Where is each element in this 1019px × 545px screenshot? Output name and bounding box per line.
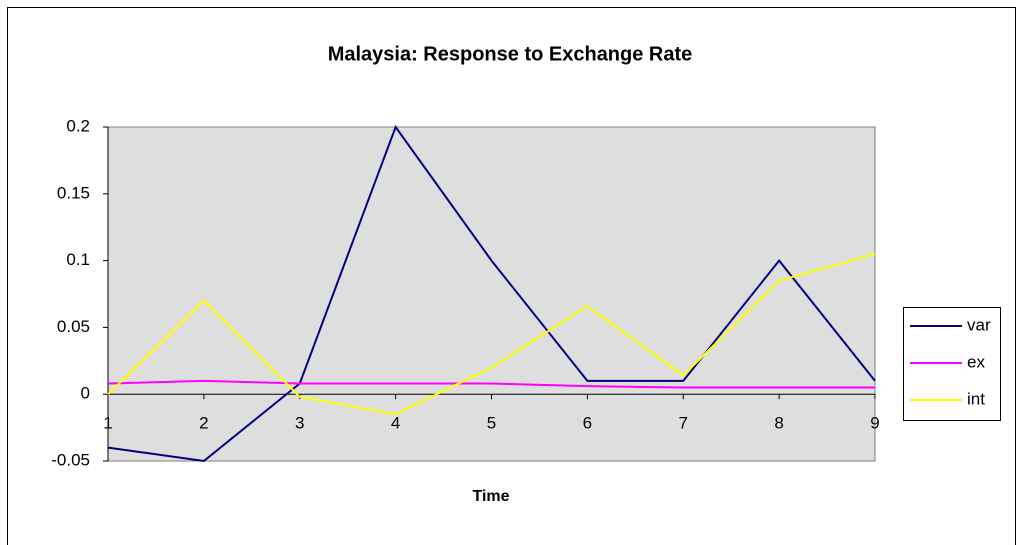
plot-area: [107, 126, 876, 462]
series-line: [107, 379, 875, 389]
legend-label: var: [967, 315, 991, 334]
y-tick-label: 0.05: [57, 317, 90, 336]
y-tick-label: 0.15: [57, 183, 90, 202]
series-line: [107, 252, 876, 416]
chart-title: Malaysia: Response to Exchange Rate: [328, 43, 693, 65]
y-tick-label: 0: [81, 384, 90, 403]
x-tick-label: 2: [199, 414, 208, 433]
x-axis-title: Time: [472, 488, 509, 505]
series-line: [107, 124, 876, 463]
legend-label: int: [967, 389, 985, 408]
y-tick-label: -0.05: [51, 450, 90, 469]
y-tick-label: 0.1: [66, 250, 90, 269]
y-tick-label: 0.2: [66, 116, 90, 135]
x-tick-label: 5: [487, 414, 496, 433]
x-tick-label: 3: [295, 414, 304, 433]
x-tick-label: 1: [103, 414, 112, 433]
x-tick-label: 9: [870, 414, 879, 433]
x-tick-label: 4: [391, 414, 400, 433]
x-tick-label: 6: [583, 414, 592, 433]
legend-label: ex: [967, 352, 985, 371]
x-tick-label: 7: [679, 414, 688, 433]
x-tick-label: 8: [774, 414, 783, 433]
